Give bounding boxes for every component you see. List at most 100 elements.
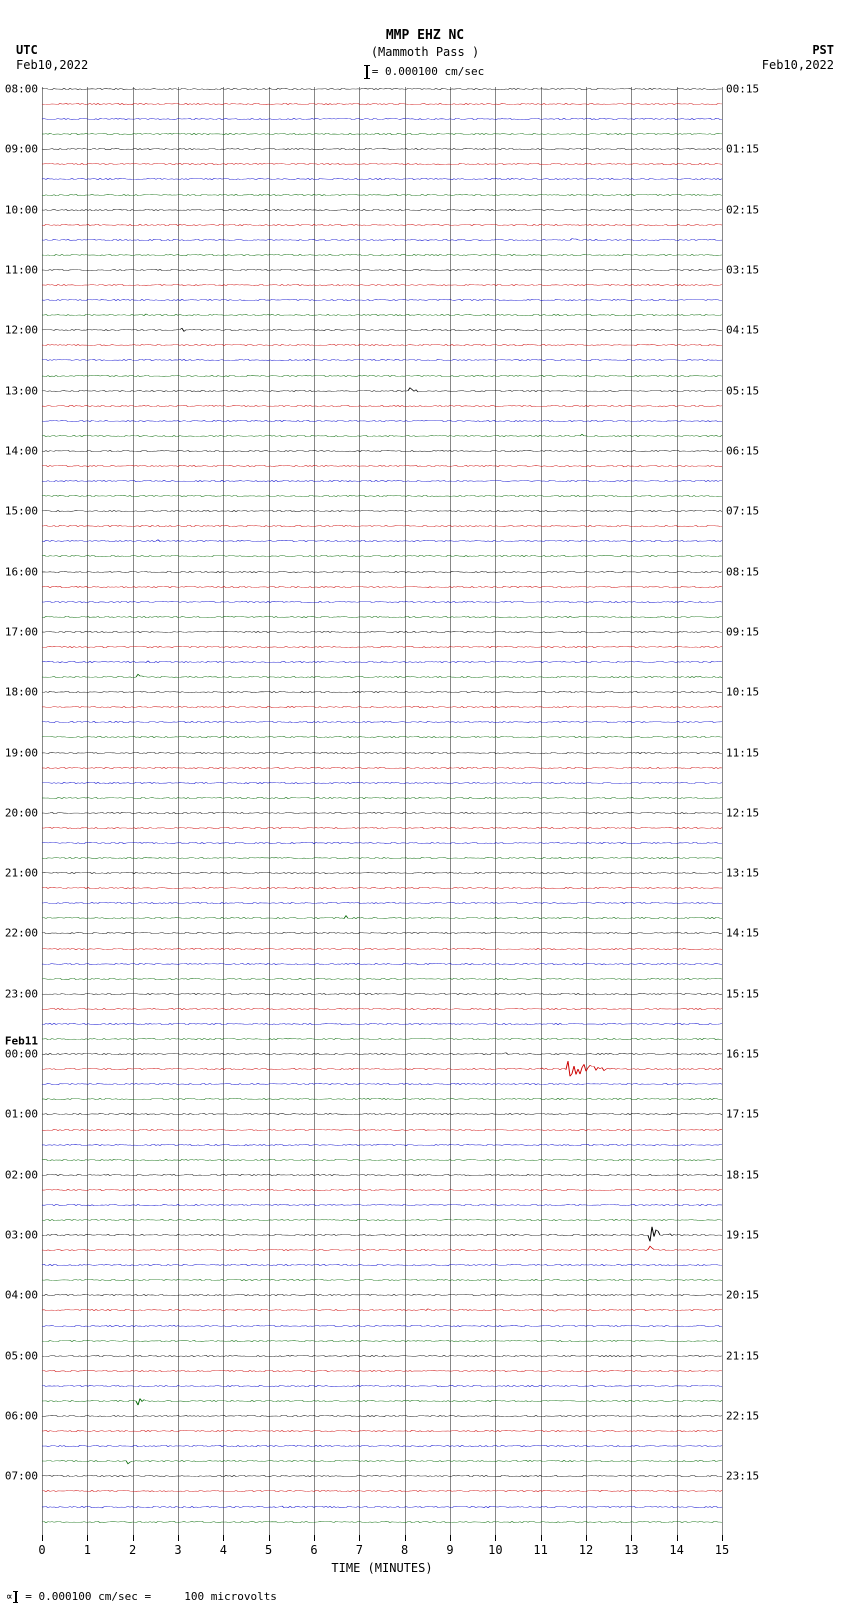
seismic-trace (42, 813, 722, 814)
seismic-trace (42, 1099, 722, 1100)
seismic-trace (42, 783, 722, 784)
seismic-trace (42, 1235, 722, 1236)
utc-time-label: 15:00 (5, 505, 38, 518)
pst-time-label: 17:15 (726, 1108, 759, 1121)
seismic-trace (42, 119, 722, 120)
utc-time-label: 02:00 (5, 1168, 38, 1181)
pst-time-label: 04:15 (726, 324, 759, 337)
station-title: MMP EHZ NC (0, 28, 850, 43)
seismic-trace (42, 587, 722, 588)
x-tick (223, 1535, 224, 1541)
x-tick (541, 1535, 542, 1541)
utc-time-label: 04:00 (5, 1289, 38, 1302)
utc-time-label: 14:00 (5, 444, 38, 457)
seismic-trace (42, 300, 722, 301)
utc-day-label: Feb11 (5, 1034, 38, 1047)
seismic-trace (42, 360, 722, 361)
seismic-trace (42, 1401, 722, 1402)
seismic-trace (42, 391, 722, 392)
seismic-trace (42, 858, 722, 859)
seismic-trace (42, 481, 722, 482)
utc-time-label: 20:00 (5, 806, 38, 819)
seismic-trace (42, 617, 722, 618)
seismic-trace (42, 149, 722, 150)
x-tick (405, 1535, 406, 1541)
scale-indicator: = 0.000100 cm/sec (0, 65, 850, 79)
seismic-trace (42, 134, 722, 135)
date-right: Feb10,2022 (762, 58, 834, 72)
seismogram-plot: 08:0009:0010:0011:0012:0013:0014:0015:00… (42, 87, 722, 1535)
seismic-trace (42, 511, 722, 512)
footer-prefix: = 0.000100 cm/sec = (25, 1590, 151, 1603)
seismic-trace (42, 692, 722, 693)
seismic-trace (42, 210, 722, 211)
seismic-trace (42, 179, 722, 180)
seismic-trace (42, 1009, 722, 1010)
seismic-trace (42, 1295, 722, 1296)
pst-time-label: 07:15 (726, 505, 759, 518)
footer-scale: ∝ = 0.000100 cm/sec = 100 microvolts (6, 1590, 277, 1603)
x-tick (722, 1535, 723, 1541)
x-tick-label: 3 (174, 1543, 181, 1557)
seismic-trace (42, 1446, 722, 1447)
seismic-trace (42, 255, 722, 256)
seismic-trace (42, 707, 722, 708)
seismic-trace (42, 541, 722, 542)
header: MMP EHZ NC (Mammoth Pass ) = 0.000100 cm… (0, 28, 850, 79)
seismic-trace (42, 1250, 722, 1251)
seismic-trace (42, 1190, 722, 1191)
x-tick-label: 8 (401, 1543, 408, 1557)
utc-time-label: 06:00 (5, 1410, 38, 1423)
pst-time-label: 11:15 (726, 746, 759, 759)
seismic-trace (42, 1356, 722, 1357)
seismic-trace (42, 1386, 722, 1387)
x-tick-label: 9 (446, 1543, 453, 1557)
pst-time-label: 00:15 (726, 83, 759, 96)
seismic-trace (42, 722, 722, 723)
utc-time-label: 18:00 (5, 686, 38, 699)
pst-time-label: 10:15 (726, 686, 759, 699)
x-tick-label: 13 (624, 1543, 638, 1557)
seismic-trace (42, 979, 722, 980)
seismic-trace (42, 632, 722, 633)
location-subtitle: (Mammoth Pass ) (0, 45, 850, 59)
seismic-trace (42, 1280, 722, 1281)
seismic-trace (42, 270, 722, 271)
x-tick (495, 1535, 496, 1541)
timezone-right: PST (812, 43, 834, 57)
x-tick-label: 10 (488, 1543, 502, 1557)
seismic-trace (42, 768, 722, 769)
seismic-trace (42, 918, 722, 919)
utc-time-label: 22:00 (5, 927, 38, 940)
seismic-trace (42, 330, 722, 331)
x-tick-label: 4 (220, 1543, 227, 1557)
utc-time-label: 10:00 (5, 203, 38, 216)
seismic-trace (42, 1476, 722, 1477)
seismic-trace (42, 556, 722, 557)
utc-time-label: 19:00 (5, 746, 38, 759)
pst-time-label: 02:15 (726, 203, 759, 216)
seismic-trace (42, 526, 722, 527)
pst-time-label: 09:15 (726, 625, 759, 638)
seismic-trace (42, 1084, 722, 1085)
seismic-trace (42, 737, 722, 738)
x-tick (133, 1535, 134, 1541)
footer-suffix: 100 microvolts (184, 1590, 277, 1603)
utc-time-label: 13:00 (5, 384, 38, 397)
seismic-trace (42, 933, 722, 934)
seismic-trace (42, 677, 722, 678)
utc-time-label: 21:00 (5, 867, 38, 880)
pst-time-label: 12:15 (726, 806, 759, 819)
utc-time-label: 17:00 (5, 625, 38, 638)
x-tick-label: 1 (84, 1543, 91, 1557)
seismic-trace (42, 89, 722, 90)
seismic-trace (42, 994, 722, 995)
seismic-trace (42, 1371, 722, 1372)
seismic-trace (42, 798, 722, 799)
seismic-trace (42, 1461, 722, 1462)
pst-time-label: 21:15 (726, 1349, 759, 1362)
seismic-trace (42, 240, 722, 241)
utc-time-label: 09:00 (5, 143, 38, 156)
x-tick (631, 1535, 632, 1541)
utc-time-label: 01:00 (5, 1108, 38, 1121)
